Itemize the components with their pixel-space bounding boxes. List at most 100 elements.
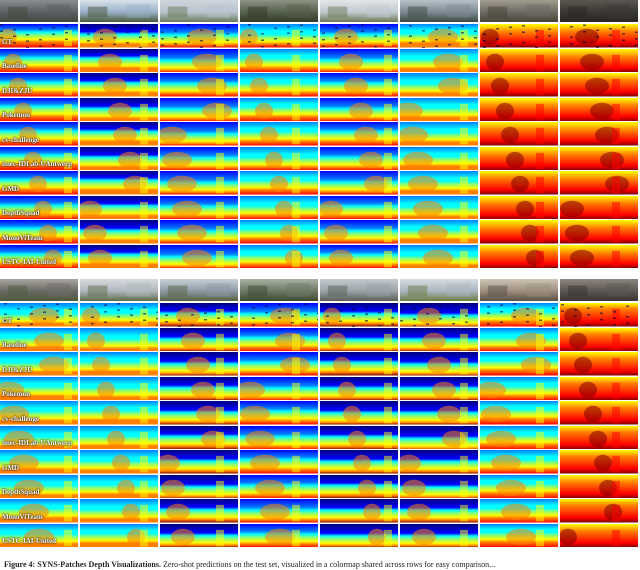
depth-map-field-cyclist [320,244,398,268]
depth-map-open-road [160,401,238,425]
depth-row-depthsquad: DepthSquad [0,195,640,219]
depth-map-grass-field [400,376,478,400]
depth-map-stone-wall [0,523,78,547]
depth-map-building-facade [480,523,558,547]
scene-image-waterside [160,0,238,22]
depth-map-field-cyclist [320,97,398,121]
depth-map-indoor-dark [560,73,638,97]
depth-map-grass-field [400,352,478,376]
depth-map-open-road [160,499,238,523]
depth-map-field-cyclist [320,24,398,48]
image-row [0,279,640,301]
depth-row-pokemon: Pokemon [0,376,640,400]
depth-row-cv-challenge: cv-challenge [0,401,640,425]
depth-map-grass-field [400,327,478,351]
depth-map-indoor-stairs [560,401,638,425]
depth-map-stone-wall [0,401,78,425]
scene-image-park-path [240,279,318,301]
depth-map-stone-wall [0,352,78,376]
depth-row-gt: GT [0,24,640,48]
depth-map-greenhouse [400,97,478,121]
depth-map-outdoor-street [0,97,78,121]
depth-map-hedge-building [80,303,158,327]
depth-map-park-path [240,425,318,449]
depth-map-park-path [240,499,318,523]
depth-map-park-path [240,474,318,498]
depth-map-open-road [160,376,238,400]
depth-map-greenhouse [400,48,478,72]
depth-row-imec-idlab-uantwerp: imec-IDLab-UAntwerp [0,146,640,170]
depth-map-outdoor-street [0,195,78,219]
depth-map-grass-field [400,401,478,425]
depth-map-greenhouse [400,122,478,146]
depth-map-indoor-dark [560,97,638,121]
scene-image-building-facade [480,279,558,301]
depth-row-dji-zju: DJI&ZJU [0,73,640,97]
depth-map-building-facade [480,327,558,351]
depth-map-open-road [160,303,238,327]
depth-map-greenhouse [400,146,478,170]
depth-map-greenhouse [400,171,478,195]
depth-map-indoor-dark [560,48,638,72]
depth-map-building-facade [480,450,558,474]
depth-map-park-path [240,327,318,351]
depth-map-fence-path [80,97,158,121]
depth-row-gt: GT [0,303,640,327]
depth-map-indoor-corridor [480,244,558,268]
depth-map-greenhouse [400,73,478,97]
depth-map-waterside [160,48,238,72]
depth-map-indoor-dark [560,24,638,48]
depth-map-town-road [320,303,398,327]
depth-map-building-facade [480,425,558,449]
depth-map-waterside [160,244,238,268]
depth-map-stone-wall [0,474,78,498]
scene-image-open-road [160,279,238,301]
depth-map-hedge-building [80,401,158,425]
depth-map-indoor-stairs [560,499,638,523]
depth-row-dji-zju: DJI&ZJU [0,352,640,376]
depth-map-grass-field [400,303,478,327]
depth-map-waterside [160,73,238,97]
depth-row-depthsquad: DepthSquad [0,474,640,498]
depth-map-hedge-building [80,499,158,523]
depth-map-indoor-dark [560,122,638,146]
depth-map-park-path [240,450,318,474]
depth-map-indoor-corridor [480,195,558,219]
depth-map-tree-branches [240,24,318,48]
depth-map-fence-path [80,122,158,146]
depth-map-town-road [320,401,398,425]
depth-row-baseline: Baseline [0,327,640,351]
depth-map-hedge-building [80,352,158,376]
depth-map-greenhouse [400,244,478,268]
depth-map-stone-wall [0,450,78,474]
depth-map-stone-wall [0,303,78,327]
depth-row-ustc-iai-united: USTC-IAI-United [0,523,640,547]
depth-row-ustc-iai-united: USTC-IAI-United [0,244,640,268]
depth-map-greenhouse [400,24,478,48]
depth-map-tree-branches [240,122,318,146]
depth-row-imec-idlab-uantwerp: imec-IDLab-UAntwerp [0,425,640,449]
depth-map-building-facade [480,474,558,498]
scene-image-field-cyclist [320,0,398,22]
depth-map-outdoor-street [0,171,78,195]
depth-row-cv-challenge: cv-challenge [0,122,640,146]
depth-map-indoor-stairs [560,425,638,449]
depth-map-field-cyclist [320,48,398,72]
depth-map-building-facade [480,401,558,425]
depth-map-building-facade [480,352,558,376]
scene-image-fence-path [80,0,158,22]
depth-map-waterside [160,97,238,121]
depth-map-waterside [160,195,238,219]
depth-map-town-road [320,327,398,351]
depth-map-indoor-dark [560,171,638,195]
scene-image-outdoor-street [0,0,78,22]
depth-map-town-road [320,425,398,449]
depth-map-field-cyclist [320,146,398,170]
depth-map-fence-path [80,24,158,48]
depth-map-town-road [320,450,398,474]
depth-map-fence-path [80,220,158,244]
depth-map-indoor-stairs [560,523,638,547]
depth-map-grass-field [400,425,478,449]
depth-map-fence-path [80,73,158,97]
scene-image-tree-branches [240,0,318,22]
